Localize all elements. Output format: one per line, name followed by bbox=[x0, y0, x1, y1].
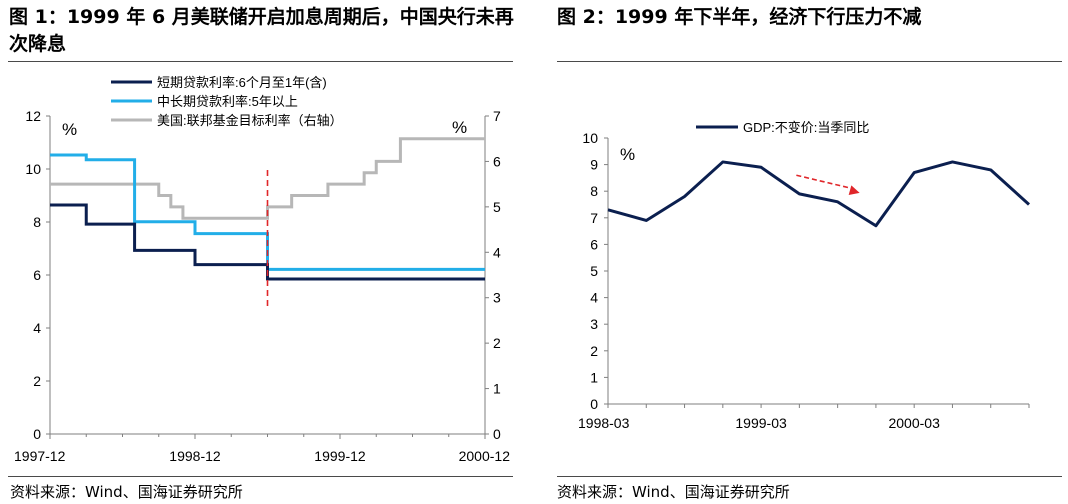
figure-1-source: 资料来源：Wind、国海证券研究所 bbox=[10, 483, 243, 501]
y-tick-label: 4 bbox=[590, 290, 598, 306]
y-unit: % bbox=[620, 145, 635, 164]
legend-label-3: 美国:联邦基金目标利率（右轴） bbox=[157, 113, 343, 128]
trend-arrow-head bbox=[848, 185, 860, 195]
right-y-unit: % bbox=[452, 118, 467, 137]
figure-2-top-rule bbox=[557, 61, 1062, 62]
left-y-tick-label: 4 bbox=[33, 320, 41, 336]
y-tick-label: 0 bbox=[590, 396, 598, 412]
x-tick-label: 2000-03 bbox=[888, 415, 940, 431]
y-tick-label: 3 bbox=[590, 316, 598, 332]
y-tick-label: 6 bbox=[590, 236, 598, 252]
y-tick-label: 10 bbox=[582, 130, 598, 146]
figure-2-bottom-rule bbox=[557, 476, 1062, 477]
right-y-tick-label: 6 bbox=[493, 153, 501, 169]
right-y-tick-label: 5 bbox=[493, 199, 501, 215]
legend-label: GDP:不变价:当季同比 bbox=[743, 120, 869, 135]
legend-label-1: 短期贷款利率:6个月至1年(含) bbox=[157, 75, 327, 90]
x-tick-label: 1998-12 bbox=[169, 448, 221, 464]
x-tick-label: 1998-03 bbox=[578, 415, 630, 431]
y-tick-label: 8 bbox=[590, 183, 598, 199]
right-y-tick-label: 0 bbox=[493, 426, 501, 442]
figure-2-source: 资料来源：Wind、国海证券研究所 bbox=[557, 483, 790, 501]
right-y-tick-label: 4 bbox=[493, 244, 501, 260]
left-y-tick-label: 8 bbox=[33, 214, 41, 230]
left-y-tick-label: 10 bbox=[25, 161, 41, 177]
y-tick-label: 1 bbox=[590, 369, 598, 385]
left-y-unit: % bbox=[62, 120, 77, 139]
gdp-series-line bbox=[607, 160, 1031, 228]
series-line-3 bbox=[50, 137, 485, 220]
figure-1-bottom-rule bbox=[8, 476, 513, 477]
y-tick-label: 9 bbox=[590, 157, 598, 173]
left-y-tick-label: 6 bbox=[33, 267, 41, 283]
right-y-tick-label: 1 bbox=[493, 381, 501, 397]
figure-1-title: 图 1：1999 年 6 月美联储开启加息周期后，中国央行未再次降息 bbox=[9, 6, 514, 55]
x-tick-label: 1999-12 bbox=[314, 448, 366, 464]
gdp-chart: 0 1 2 3 4 5 6 7 8 9 10% 1998-03 1999-03 2000-03 GDP:不变… bbox=[578, 120, 1031, 431]
right-y-tick-label: 3 bbox=[493, 290, 501, 306]
x-tick-label: 1999-03 bbox=[735, 415, 787, 431]
y-tick-label: 5 bbox=[590, 263, 598, 279]
legend-label-2: 中长期贷款利率:5年以上 bbox=[157, 94, 298, 109]
figure-1-top-rule bbox=[8, 61, 513, 62]
figure-2-title: 图 2：1999 年下半年，经济下行压力不减 bbox=[557, 6, 922, 28]
left-y-tick-label: 12 bbox=[25, 108, 41, 124]
y-tick-label: 2 bbox=[590, 343, 598, 359]
right-y-tick-label: 7 bbox=[493, 108, 501, 124]
left-y-tick-label: 2 bbox=[33, 373, 41, 389]
x-tick-label: 2000-12 bbox=[459, 448, 511, 464]
trend-arrow-shaft bbox=[796, 174, 854, 190]
right-y-tick-label: 2 bbox=[493, 335, 501, 351]
left-y-tick-label: 0 bbox=[33, 426, 41, 442]
x-tick-label: 1997-12 bbox=[14, 448, 66, 464]
y-tick-label: 7 bbox=[590, 210, 598, 226]
